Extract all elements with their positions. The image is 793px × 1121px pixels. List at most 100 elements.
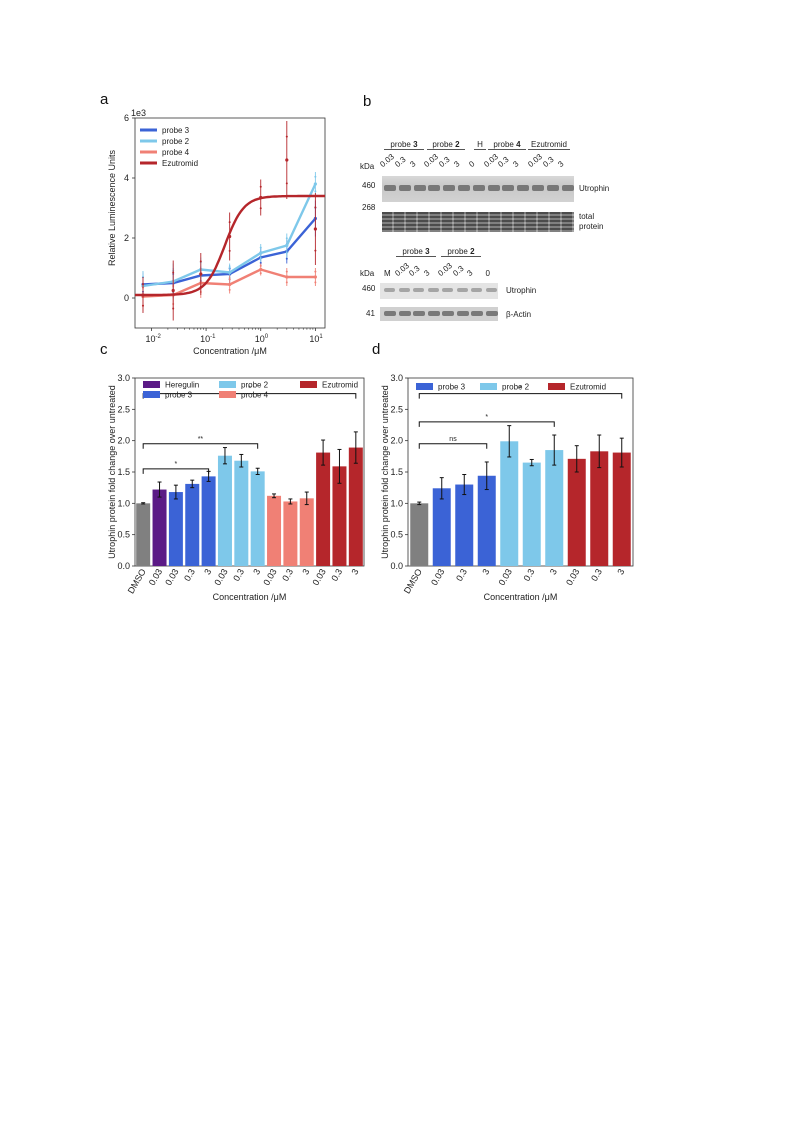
probe-2-replicate: [259, 246, 262, 249]
significance-label: ns: [449, 436, 457, 443]
utrophin-band: [502, 185, 515, 191]
probe-2-replicate: [314, 175, 317, 178]
probe-4-replicate: [285, 270, 288, 273]
kda-label: kDa: [360, 162, 375, 171]
utrophin-band: [456, 288, 468, 292]
blot-group-probe3: probe 3: [384, 140, 424, 150]
utrophin-band: [471, 288, 482, 292]
bar-probe3: [477, 475, 496, 566]
total-protein-strip: [382, 212, 574, 232]
probe-4-replicate: [314, 281, 317, 284]
y-tick-label: 0.5: [117, 530, 130, 540]
significance-label: *: [485, 414, 488, 421]
actin-band: [471, 311, 483, 316]
probe-4-replicate: [228, 288, 231, 291]
y-axis-label: Utrophin protein fold change over untrea…: [380, 385, 390, 559]
panel-letter-a: a: [100, 91, 109, 108]
lane-label: 0: [485, 269, 490, 278]
ezutromid-point: [313, 227, 317, 231]
x-tick-label: DMSO: [126, 567, 148, 595]
x-tick-label: 0.03: [564, 567, 581, 587]
significance-label: *: [175, 461, 178, 468]
x-tick-label: 0.3: [454, 567, 469, 583]
x-tick-label: 3: [349, 567, 360, 576]
significance-label: *: [519, 386, 522, 393]
probe-4-point: [228, 282, 232, 287]
ezutromid-point: [259, 195, 263, 200]
marker-268: 268: [362, 203, 376, 212]
ezutromid-replicate: [228, 221, 231, 224]
x-tick-label: 3: [615, 567, 626, 576]
western-blot-top: probe 3 probe 2 H probe 4 Ezutromid kDa …: [360, 130, 620, 240]
ezutromid-point: [171, 288, 175, 293]
utrophin-label: Utrophin: [506, 286, 537, 295]
y-tick-label: 6: [124, 113, 129, 123]
panel-letter-b: b: [363, 93, 372, 110]
ezutromid-replicate: [314, 249, 317, 252]
bar-heregulin: [152, 489, 167, 566]
y-tick-label: 2.5: [390, 404, 403, 414]
legend-label-probe-2: probe 2: [162, 137, 190, 146]
x-tick-label: 0.03: [147, 567, 164, 587]
bar-ezutromid: [332, 466, 347, 566]
ezutromid-point: [141, 293, 145, 297]
ezutromid-point: [285, 158, 289, 162]
x-axis-label: Concentration /μM: [193, 346, 267, 356]
probe-2-point: [228, 270, 232, 275]
lane-label: 3: [555, 159, 566, 169]
utrophin-band: [546, 185, 559, 191]
probe-4-point: [313, 275, 317, 279]
bar-probe3: [168, 492, 183, 566]
ezutromid-replicate: [228, 249, 231, 252]
probe-2-point: [259, 251, 263, 255]
x-tick-label: 0.03: [163, 567, 180, 587]
y-tick-label: 2.0: [390, 436, 403, 446]
y-tick-label: 0.0: [117, 561, 130, 571]
probe-2-replicate: [228, 266, 231, 269]
y-tick-label: 2: [124, 233, 129, 243]
y-tick-label: 0.0: [390, 561, 403, 571]
legend-label-ezutromid: Ezutromid: [162, 159, 198, 168]
y-tick-label: 0.5: [390, 530, 403, 540]
ezutromid-point: [199, 272, 203, 276]
ezutromid-replicate: [285, 135, 288, 138]
bar-probe2: [500, 441, 519, 566]
actin-band: [398, 311, 411, 316]
probe-3-replicate: [285, 257, 288, 260]
y-tick-label: 1.0: [117, 498, 130, 508]
significance-bracket: [418, 393, 623, 399]
x-tick-label: 0.3: [182, 567, 197, 583]
x-tick-label: 0.03: [261, 567, 278, 587]
y-tick-label: 4: [124, 173, 129, 183]
legend-swatch-heregulin: [143, 381, 160, 388]
x-tick-label: DMSO: [402, 567, 424, 595]
legend-swatch-probe4: [219, 391, 236, 398]
actin-label: β-Actin: [506, 310, 532, 319]
bar-probe4: [267, 495, 282, 566]
bar-ezutromid: [348, 447, 363, 566]
blot-group-probe2: probe 2: [427, 140, 465, 150]
legend-label-probe3: probe 3: [165, 391, 193, 400]
x-tick-label: 0.3: [231, 567, 246, 583]
utrophin-blot-strip: [380, 283, 498, 299]
x-tick-label: 0.3: [522, 567, 537, 583]
lane-label: 3: [421, 268, 431, 278]
bar-ezutromid: [316, 452, 331, 566]
luminescence-line-chart: 1e3 0 2 4 6 10-2 10-1 100 101 Concentration /μM Re…: [107, 108, 326, 356]
bar-probe2: [545, 450, 564, 566]
y-tick-label: 0: [124, 293, 129, 303]
utrophin-band: [472, 185, 485, 191]
probe-3-replicate: [259, 261, 262, 264]
y-axis-label: Relative Luminescence Units: [107, 149, 117, 266]
x-tick-label: 100: [255, 334, 269, 344]
blot-group-heregulin: H: [474, 140, 486, 150]
probe-2-replicate: [285, 237, 288, 240]
utrophin-band: [485, 288, 497, 292]
bar-probe3: [185, 483, 200, 566]
bar-probe2: [250, 471, 265, 566]
bar-ezutromid: [567, 458, 586, 566]
y-tick-label: 2.0: [117, 436, 130, 446]
significance-bracket: [418, 421, 555, 427]
panel-letter-d: d: [372, 341, 381, 358]
x-tick-label: 0.03: [310, 567, 327, 587]
